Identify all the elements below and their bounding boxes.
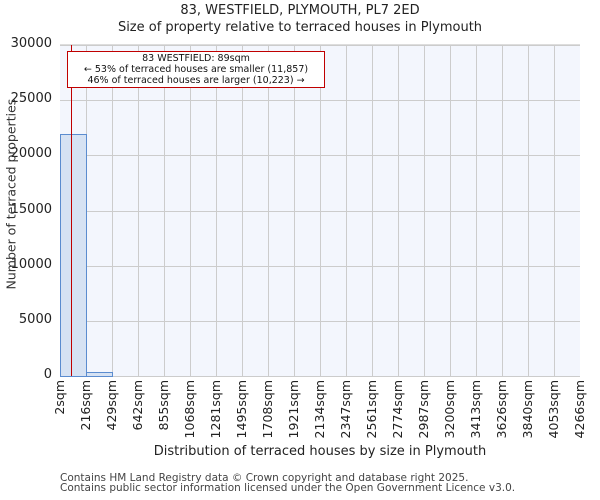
chart-subtitle: Size of property relative to terraced ho… xyxy=(117,20,483,35)
y-tick-label: 15000 xyxy=(10,201,52,217)
annotation-line-3: 46% of terraced houses are larger (10,22… xyxy=(87,75,305,86)
histogram-bar xyxy=(86,372,113,377)
horizontal-gridline xyxy=(60,265,580,267)
annotation-line-1: 83 WESTFIELD: 89sqm xyxy=(142,53,250,64)
y-tick-label: 25000 xyxy=(10,91,52,107)
annotation-line-2: ← 53% of terraced houses are smaller (11… xyxy=(83,64,309,75)
chart-title: 83, WESTFIELD, PLYMOUTH, PL7 2ED xyxy=(180,3,420,18)
plot-area xyxy=(60,44,580,377)
y-axis-label: Number of terraced properties xyxy=(3,98,19,290)
horizontal-gridline xyxy=(60,155,580,157)
histogram-bar xyxy=(60,134,87,377)
y-tick-label: 20000 xyxy=(10,146,52,162)
horizontal-gridline xyxy=(60,210,580,212)
property-size-marker xyxy=(70,45,72,376)
footer-attribution-2: Contains public sector information licen… xyxy=(60,482,516,494)
horizontal-gridline xyxy=(60,100,580,102)
property-annotation: 83 WESTFIELD: 89sqm ← 53% of terraced ho… xyxy=(67,51,325,88)
y-tick-label: 10000 xyxy=(10,256,52,272)
y-tick-label: 5000 xyxy=(18,311,52,327)
horizontal-gridline xyxy=(60,45,580,46)
footer-attribution-1: Contains HM Land Registry data © Crown c… xyxy=(60,472,469,484)
x-axis-label: Distribution of terraced houses by size … xyxy=(153,444,487,459)
y-tick-label: 30000 xyxy=(10,36,52,51)
horizontal-gridline xyxy=(60,320,580,322)
y-tick-label: 0 xyxy=(43,367,52,382)
